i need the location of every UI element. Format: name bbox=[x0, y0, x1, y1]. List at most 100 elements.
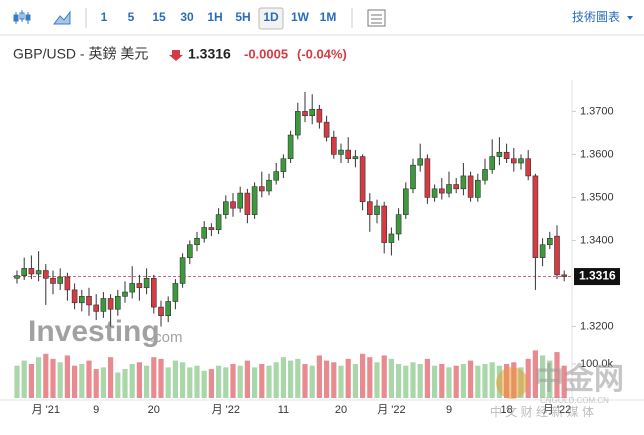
candle-body bbox=[539, 244, 546, 258]
volume-bar bbox=[280, 357, 286, 398]
volume-bar bbox=[172, 360, 178, 398]
interval[interactable]: 15 bbox=[152, 10, 166, 24]
volume-bar bbox=[208, 369, 214, 398]
candle-body bbox=[395, 214, 402, 235]
candle-body bbox=[460, 175, 467, 190]
table-icon[interactable] bbox=[367, 9, 386, 27]
change: -0.0005 bbox=[244, 46, 288, 61]
candle-body bbox=[64, 276, 71, 291]
volume-bar bbox=[475, 365, 481, 398]
candle-body bbox=[100, 298, 107, 312]
dropdown-arrow[interactable] bbox=[627, 16, 633, 20]
candle-body bbox=[345, 149, 352, 160]
change-percent: (-0.04%) bbox=[297, 46, 347, 61]
candle-body bbox=[244, 192, 251, 215]
volume-bar bbox=[525, 358, 531, 398]
interval[interactable]: 1 bbox=[101, 10, 108, 24]
candle-body bbox=[42, 270, 49, 279]
volume-bar bbox=[187, 367, 193, 398]
x-tick-label: 月 '22 bbox=[543, 404, 571, 416]
volume-bar bbox=[57, 362, 63, 398]
candle-body bbox=[79, 296, 85, 304]
volume-bar bbox=[244, 360, 250, 398]
x-tick-label: 11 bbox=[278, 404, 289, 416]
candle-body bbox=[93, 304, 99, 312]
interval[interactable]: 5 bbox=[128, 10, 135, 24]
x-tick-label: 月 '21 bbox=[32, 404, 60, 416]
volume-bar bbox=[237, 365, 243, 398]
area-icon[interactable] bbox=[53, 10, 71, 25]
interval[interactable]: 1W bbox=[291, 10, 310, 24]
volume-bar bbox=[86, 360, 92, 398]
x-tick-label: 18 bbox=[500, 404, 512, 416]
volume-bar bbox=[93, 369, 99, 398]
interval[interactable]: 1H bbox=[207, 10, 222, 24]
volume-bar bbox=[144, 365, 150, 398]
volume-bar bbox=[316, 355, 322, 398]
interval[interactable]: 5H bbox=[235, 10, 250, 24]
volume-bar bbox=[194, 365, 200, 398]
x-tick-label: 20 bbox=[148, 404, 160, 416]
down-arrow bbox=[169, 50, 183, 61]
candle-body bbox=[503, 151, 510, 160]
candle-body bbox=[251, 186, 258, 215]
volume-bar bbox=[180, 362, 186, 398]
candle-body bbox=[273, 171, 280, 181]
interval[interactable]: 30 bbox=[180, 10, 194, 24]
y2-tick-label: 100.0k bbox=[580, 358, 614, 370]
volume-bar bbox=[396, 363, 402, 398]
candle-body bbox=[532, 175, 539, 258]
y-tick-label: 1.3700 bbox=[580, 105, 614, 117]
last-price-tag bbox=[574, 268, 620, 286]
volume-bar bbox=[439, 363, 445, 398]
volume-bar bbox=[540, 355, 546, 398]
y-tick-label: 1.3400 bbox=[580, 234, 614, 246]
candle-body bbox=[496, 151, 503, 157]
x-tick-label: 9 bbox=[93, 404, 99, 416]
volume-bar bbox=[367, 357, 373, 398]
volume-bar bbox=[360, 353, 366, 398]
volume-bar bbox=[230, 363, 236, 398]
volume-bar bbox=[158, 358, 164, 398]
candle-body bbox=[366, 201, 373, 215]
candle-body bbox=[446, 184, 452, 194]
candle-body bbox=[280, 158, 287, 172]
candle-icon[interactable] bbox=[13, 10, 31, 24]
volume-bar bbox=[547, 360, 553, 398]
candle-body bbox=[158, 306, 164, 316]
candle-body bbox=[107, 298, 114, 310]
volume-bar bbox=[252, 367, 258, 398]
volume-bar bbox=[381, 355, 387, 398]
logo-icon bbox=[496, 367, 528, 399]
volume-bar bbox=[338, 365, 344, 398]
candle-body bbox=[151, 277, 157, 308]
candle-body bbox=[302, 111, 308, 116]
volume-bar bbox=[165, 367, 171, 398]
candle-body bbox=[201, 227, 207, 239]
volume-bar bbox=[115, 372, 121, 398]
interval[interactable]: 1D bbox=[263, 10, 279, 24]
last-price-tag-label: 1.3316 bbox=[579, 269, 616, 283]
volume-bar bbox=[50, 358, 56, 398]
candle-body bbox=[115, 296, 121, 310]
volume-bar bbox=[79, 363, 85, 398]
candle-body bbox=[309, 108, 316, 116]
volume-bar bbox=[151, 357, 157, 398]
volume-bar bbox=[352, 363, 358, 398]
volume-bar bbox=[403, 365, 409, 398]
candle-body bbox=[453, 184, 460, 190]
interval[interactable]: 1M bbox=[320, 10, 337, 24]
volume-bar bbox=[273, 362, 279, 398]
menu[interactable]: 技術圖表 bbox=[572, 10, 620, 24]
volume-bar bbox=[43, 353, 49, 398]
volume-bar bbox=[223, 367, 229, 398]
candle-body bbox=[287, 134, 294, 160]
x-tick-label: 月 '22 bbox=[212, 404, 240, 416]
volume-bar bbox=[345, 358, 351, 398]
volume-bar bbox=[561, 365, 567, 398]
candle-body bbox=[489, 156, 496, 170]
volume-bar bbox=[453, 365, 459, 398]
volume-bar bbox=[266, 365, 272, 398]
